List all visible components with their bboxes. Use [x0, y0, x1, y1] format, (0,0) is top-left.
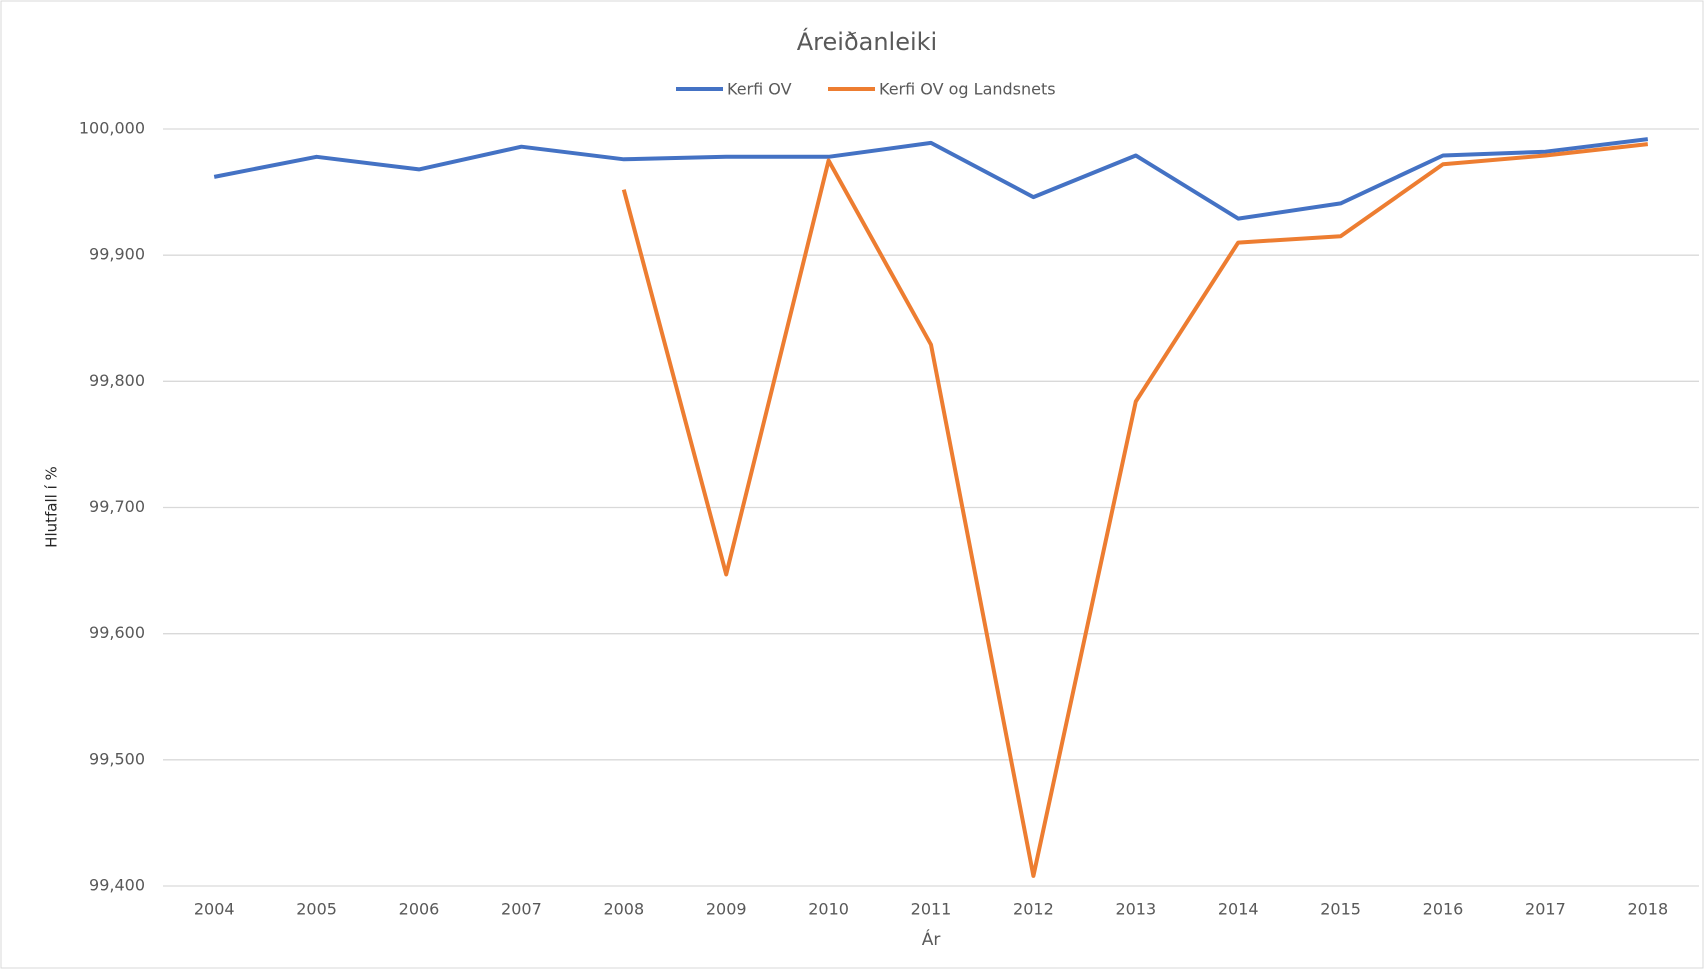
legend-label: Kerfi OV: [727, 80, 792, 99]
x-tick-label: 2009: [706, 900, 747, 919]
y-tick-label: 99,900: [89, 245, 145, 264]
x-tick-label: 2006: [399, 900, 440, 919]
x-tick-label: 2013: [1115, 900, 1156, 919]
y-tick-label: 99,400: [89, 876, 145, 895]
x-tick-label: 2018: [1627, 900, 1668, 919]
x-axis-label: Ár: [922, 928, 941, 950]
y-tick-label: 99,500: [89, 749, 145, 768]
x-tick-label: 2007: [501, 900, 542, 919]
x-tick-label: 2017: [1525, 900, 1566, 919]
x-tick-label: 2011: [911, 900, 952, 919]
series-line: [621, 142, 1649, 878]
x-tick-label: 2014: [1218, 900, 1259, 919]
legend-label: Kerfi OV og Landsnets: [879, 80, 1056, 99]
y-tick-label: 100,000: [79, 119, 145, 138]
x-tick-label: 2012: [1013, 900, 1054, 919]
y-tick-label: 99,800: [89, 371, 145, 390]
y-axis-label: Hlutfall í %: [43, 466, 61, 548]
y-tick-label: 99,600: [89, 623, 145, 642]
series-line: [213, 137, 1649, 221]
chart-title: Áreiðanleiki: [797, 27, 937, 56]
x-tick-label: 2004: [194, 900, 235, 919]
x-tick-label: 2008: [603, 900, 644, 919]
x-tick-label: 2016: [1423, 900, 1464, 919]
x-tick-label: 2010: [808, 900, 849, 919]
x-tick-label: 2015: [1320, 900, 1361, 919]
y-tick-label: 99,700: [89, 497, 145, 516]
x-tick-label: 2005: [296, 900, 337, 919]
